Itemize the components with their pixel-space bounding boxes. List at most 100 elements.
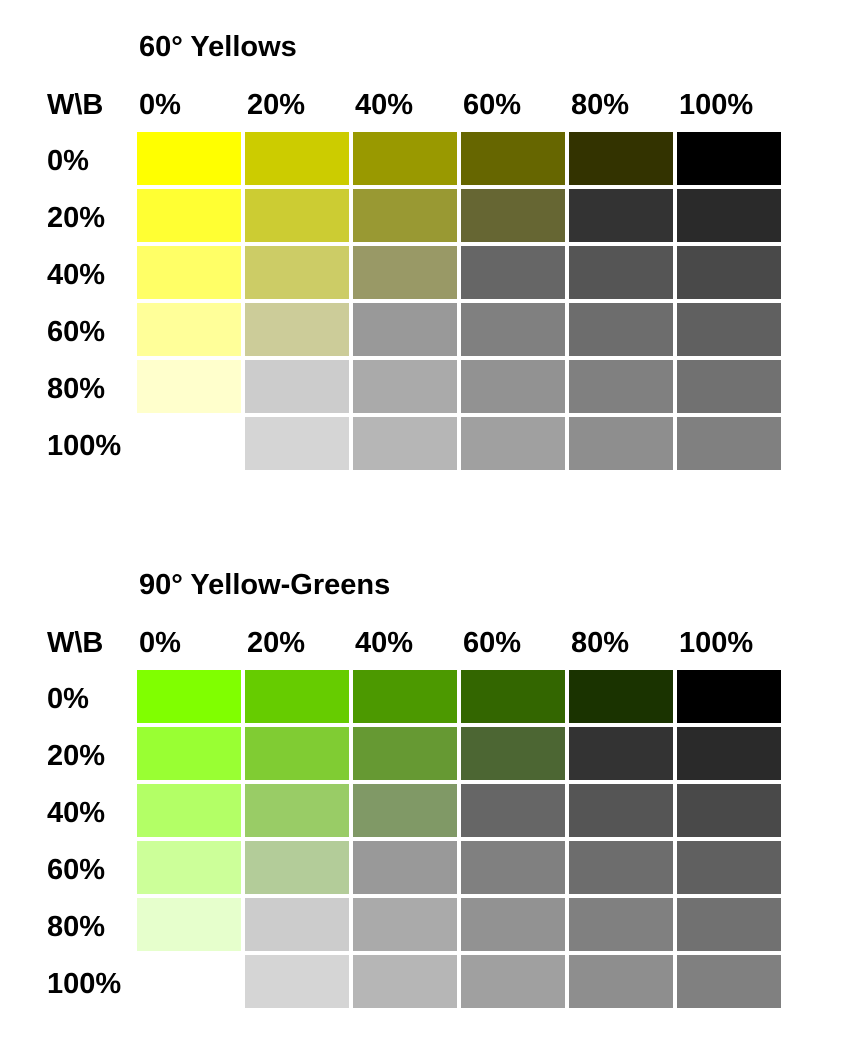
color-swatch xyxy=(569,417,673,470)
yellows-panel: 60° Yellows W\B 0% 20% 40% 60% 80% 100% 0% 20% 4… xyxy=(0,30,843,490)
color-swatch xyxy=(677,303,781,356)
row-label-whiteness: 100% xyxy=(47,968,122,1000)
color-swatch xyxy=(245,246,349,299)
color-swatch xyxy=(353,841,457,894)
color-swatch xyxy=(137,955,241,1008)
color-swatch xyxy=(677,360,781,413)
color-swatch xyxy=(461,898,565,951)
column-label-blackness: 100% xyxy=(679,89,754,121)
color-swatch xyxy=(461,189,565,242)
color-swatch xyxy=(245,360,349,413)
color-swatch xyxy=(137,841,241,894)
color-swatch xyxy=(245,189,349,242)
column-label-blackness: 100% xyxy=(679,627,754,659)
color-swatch xyxy=(677,246,781,299)
color-swatch xyxy=(245,132,349,185)
panel-title: 90° Yellow-Greens xyxy=(139,569,391,601)
color-swatch xyxy=(137,670,241,723)
color-swatch xyxy=(137,132,241,185)
color-swatch xyxy=(353,727,457,780)
color-swatch xyxy=(137,417,241,470)
color-swatch xyxy=(353,132,457,185)
row-label-whiteness: 20% xyxy=(47,740,106,772)
color-swatch xyxy=(353,670,457,723)
color-swatch xyxy=(569,132,673,185)
color-swatch xyxy=(569,841,673,894)
color-swatch xyxy=(461,955,565,1008)
color-swatch xyxy=(353,955,457,1008)
color-swatch xyxy=(353,898,457,951)
color-swatch xyxy=(353,417,457,470)
row-label-whiteness: 40% xyxy=(47,797,106,829)
row-label-whiteness: 100% xyxy=(47,430,122,462)
color-swatch xyxy=(245,784,349,837)
column-label-blackness: 40% xyxy=(355,89,414,121)
color-swatch xyxy=(245,303,349,356)
row-label-whiteness: 60% xyxy=(47,316,106,348)
color-swatch xyxy=(245,417,349,470)
yellow-greens-panel: 90° Yellow-Greens W\B 0% 20% 40% 60% 80% 100%… xyxy=(0,568,843,1028)
color-swatch xyxy=(353,303,457,356)
color-swatch xyxy=(137,784,241,837)
color-swatch xyxy=(677,955,781,1008)
color-swatch xyxy=(569,784,673,837)
color-swatch xyxy=(461,417,565,470)
color-swatch xyxy=(245,727,349,780)
color-swatch xyxy=(461,246,565,299)
color-swatch xyxy=(677,727,781,780)
color-swatch xyxy=(461,784,565,837)
color-swatch xyxy=(569,246,673,299)
color-swatch xyxy=(137,303,241,356)
color-swatch xyxy=(137,898,241,951)
color-swatch xyxy=(353,784,457,837)
color-swatch xyxy=(137,189,241,242)
color-swatch xyxy=(137,360,241,413)
color-swatch xyxy=(461,727,565,780)
color-swatch xyxy=(569,303,673,356)
column-label-blackness: 80% xyxy=(571,627,630,659)
row-label-whiteness: 80% xyxy=(47,373,106,405)
color-swatch xyxy=(245,898,349,951)
row-label-whiteness: 0% xyxy=(47,683,89,715)
color-swatch xyxy=(245,670,349,723)
color-swatch xyxy=(353,360,457,413)
corner-label: W\B xyxy=(47,627,104,659)
color-swatch xyxy=(137,246,241,299)
color-swatch xyxy=(677,784,781,837)
panel-title: 60° Yellows xyxy=(139,31,297,63)
color-swatch xyxy=(569,670,673,723)
column-label-blackness: 20% xyxy=(247,627,306,659)
color-swatch xyxy=(569,898,673,951)
color-swatch xyxy=(569,189,673,242)
row-label-whiteness: 0% xyxy=(47,145,89,177)
column-label-blackness: 0% xyxy=(139,89,181,121)
column-label-blackness: 0% xyxy=(139,627,181,659)
color-swatch xyxy=(677,189,781,242)
column-label-blackness: 80% xyxy=(571,89,630,121)
color-swatch xyxy=(461,670,565,723)
color-swatch xyxy=(461,360,565,413)
color-swatch xyxy=(461,841,565,894)
row-label-whiteness: 40% xyxy=(47,259,106,291)
column-label-blackness: 40% xyxy=(355,627,414,659)
color-swatch xyxy=(677,841,781,894)
row-label-whiteness: 60% xyxy=(47,854,106,886)
color-swatch xyxy=(461,132,565,185)
color-swatch xyxy=(569,955,673,1008)
color-swatch xyxy=(137,727,241,780)
column-label-blackness: 20% xyxy=(247,89,306,121)
color-swatch xyxy=(677,417,781,470)
column-label-blackness: 60% xyxy=(463,89,522,121)
row-label-whiteness: 20% xyxy=(47,202,106,234)
color-swatch xyxy=(461,303,565,356)
column-label-blackness: 60% xyxy=(463,627,522,659)
color-swatch xyxy=(353,189,457,242)
color-swatch xyxy=(677,898,781,951)
color-swatch xyxy=(353,246,457,299)
color-swatch xyxy=(677,132,781,185)
color-swatch xyxy=(245,955,349,1008)
corner-label: W\B xyxy=(47,89,104,121)
color-swatch xyxy=(569,360,673,413)
color-swatch xyxy=(245,841,349,894)
color-swatch xyxy=(677,670,781,723)
